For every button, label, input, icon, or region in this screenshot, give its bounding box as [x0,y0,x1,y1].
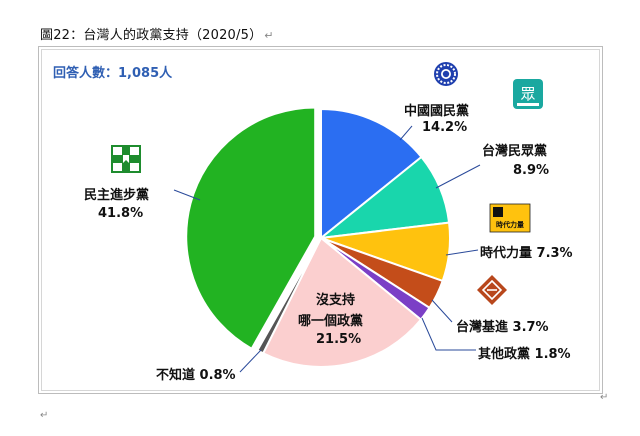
label-unknown: 不知道 0.8% [156,368,236,383]
label-tsp: 台灣基進 3.7% [456,320,549,335]
paragraph-mark-icon: ↵ [600,392,609,403]
label-none-line2: 哪一個政黨 [298,314,364,329]
pie-slice-0 [320,107,423,241]
label-other: 其他政黨 1.8% [478,347,571,362]
pie-slice-5 [261,236,423,368]
label-none-value: 21.5% [316,332,362,347]
label-dpp-name: 民主進步黨 [84,188,150,203]
svg-text:時代力量: 時代力量 [496,220,524,229]
leader-line-tpp [435,164,481,189]
label-kmt-name: 中國國民黨 [404,104,470,119]
label-tpp-name: 台灣民眾黨 [482,144,548,159]
leader-line-tsp [431,299,453,323]
label-none-line1: 沒支持 [316,293,356,308]
tsp-logo-icon [477,275,507,305]
leader-line-unknown [239,349,262,373]
leader-line-npp [445,249,479,256]
kmt-logo-icon [434,62,458,86]
label-kmt-value: 14.2% [422,120,468,135]
leader-lines [173,125,481,373]
leader-line-dpp [173,189,201,201]
pie-slice-7 [185,106,317,351]
label-npp: 時代力量 7.3% [480,246,573,261]
pie-slice-6 [256,237,322,355]
svg-text:眾: 眾 [520,85,535,103]
paragraph-mark-icon: ↵ [264,29,274,42]
leader-line-other [421,317,476,351]
paragraph-mark-icon: ↵ [40,410,49,421]
figure-caption: 圖22：台灣人的政黨支持（2020/5） ↵ [40,28,274,43]
tpp-logo-icon: 眾 [513,79,543,109]
label-tpp-value: 8.9% [513,163,550,178]
leader-line-kmt [399,125,413,141]
npp-logo-icon: 時代力量 [489,203,531,233]
dpp-logo-icon [111,145,141,173]
label-dpp-value: 41.8% [98,206,144,221]
chart-plot-area [41,49,600,391]
respondent-count: 回答人數：1,085人 [53,66,173,81]
pie-slices [185,106,451,368]
